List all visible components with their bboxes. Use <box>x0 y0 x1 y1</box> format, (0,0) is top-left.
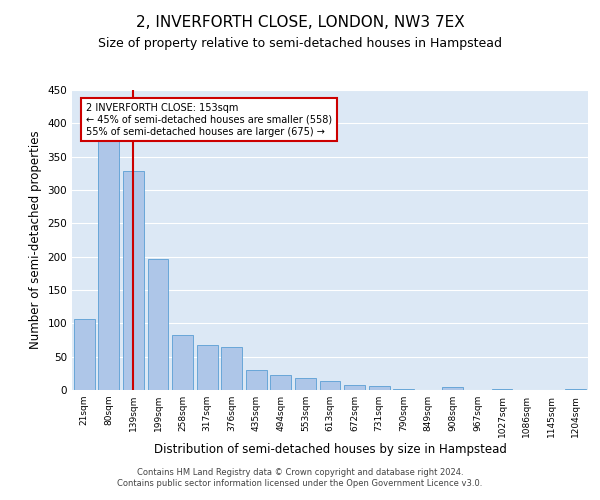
Text: 2 INVERFORTH CLOSE: 153sqm
← 45% of semi-detached houses are smaller (558)
55% o: 2 INVERFORTH CLOSE: 153sqm ← 45% of semi… <box>86 104 332 136</box>
Bar <box>246 370 267 390</box>
Bar <box>148 260 169 390</box>
Bar <box>565 388 586 390</box>
Bar <box>98 130 119 390</box>
Bar <box>221 346 242 390</box>
Bar <box>320 382 340 390</box>
Bar <box>197 344 218 390</box>
Bar <box>368 386 389 390</box>
Bar <box>442 386 463 390</box>
Y-axis label: Number of semi-detached properties: Number of semi-detached properties <box>29 130 42 350</box>
Bar <box>271 376 292 390</box>
Text: Size of property relative to semi-detached houses in Hampstead: Size of property relative to semi-detach… <box>98 38 502 51</box>
Bar <box>172 334 193 390</box>
Bar <box>344 386 365 390</box>
X-axis label: Distribution of semi-detached houses by size in Hampstead: Distribution of semi-detached houses by … <box>154 442 506 456</box>
Bar <box>123 172 144 390</box>
Text: Contains HM Land Registry data © Crown copyright and database right 2024.
Contai: Contains HM Land Registry data © Crown c… <box>118 468 482 487</box>
Text: 2, INVERFORTH CLOSE, LONDON, NW3 7EX: 2, INVERFORTH CLOSE, LONDON, NW3 7EX <box>136 15 464 30</box>
Bar <box>295 378 316 390</box>
Bar <box>74 318 95 390</box>
